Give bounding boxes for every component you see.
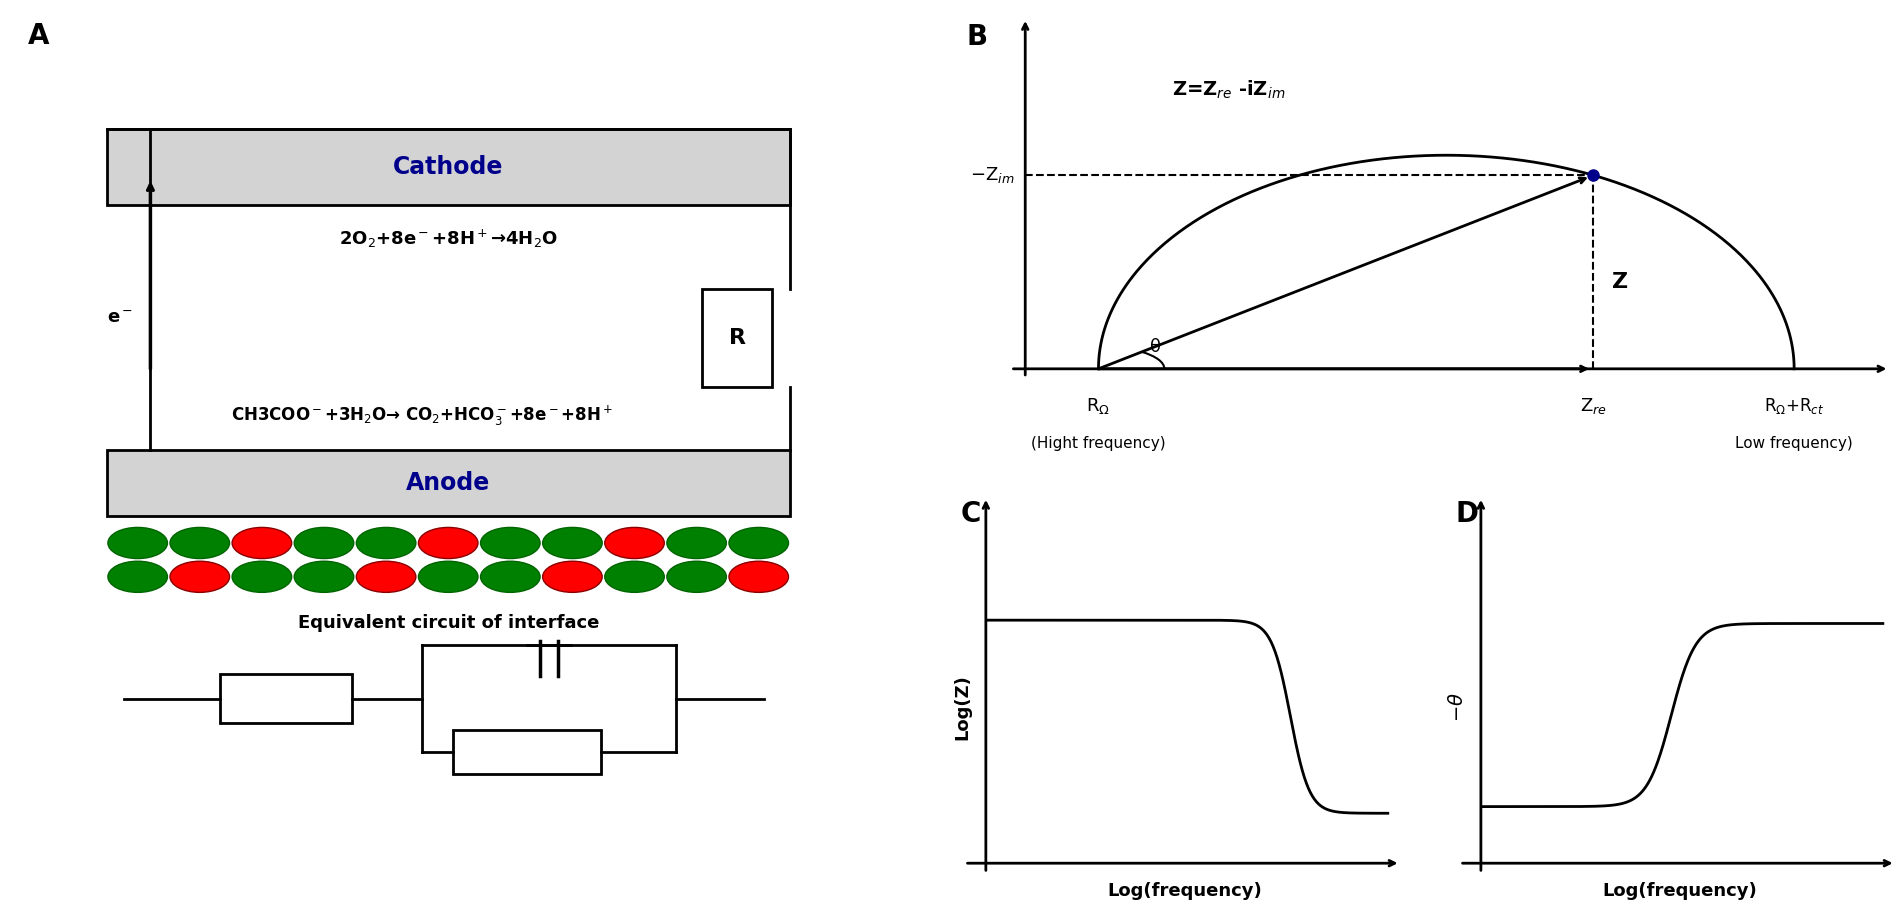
- Text: Low frequency): Low frequency): [1735, 436, 1853, 451]
- Text: R$_{Ω}$: R$_{Ω}$: [1087, 396, 1110, 416]
- Ellipse shape: [666, 528, 727, 558]
- Bar: [221, 675, 352, 723]
- Text: R$_{Ω}$+R$_{ct}$: R$_{Ω}$+R$_{ct}$: [1765, 396, 1824, 416]
- Ellipse shape: [232, 528, 291, 558]
- Ellipse shape: [543, 561, 602, 592]
- Bar: [107, 129, 790, 205]
- Ellipse shape: [169, 528, 230, 558]
- Ellipse shape: [109, 528, 168, 558]
- Bar: [107, 449, 790, 517]
- Text: C: C: [960, 500, 981, 528]
- Text: (Hight frequency): (Hight frequency): [1032, 436, 1165, 451]
- Text: Log(frequency): Log(frequency): [1108, 882, 1262, 900]
- Ellipse shape: [356, 528, 415, 558]
- Bar: [703, 290, 773, 387]
- Ellipse shape: [480, 561, 541, 592]
- Text: R: R: [729, 329, 746, 349]
- Text: Z=Z$_{re}$ -iZ$_{im}$: Z=Z$_{re}$ -iZ$_{im}$: [1171, 79, 1285, 101]
- Text: Z$_{re}$: Z$_{re}$: [1580, 396, 1607, 416]
- Text: Equivalent circuit of interface: Equivalent circuit of interface: [297, 614, 600, 632]
- Ellipse shape: [605, 561, 664, 592]
- Ellipse shape: [169, 561, 230, 592]
- Text: Cathode: Cathode: [392, 155, 503, 179]
- Ellipse shape: [419, 528, 478, 558]
- Text: Log(frequency): Log(frequency): [1603, 882, 1757, 900]
- Text: Log(Z): Log(Z): [954, 674, 971, 740]
- Ellipse shape: [295, 528, 354, 558]
- Text: A: A: [29, 23, 50, 51]
- Text: 2O$_2$+8e$^-$+8H$^+$→4H$_2$O: 2O$_2$+8e$^-$+8H$^+$→4H$_2$O: [339, 228, 558, 250]
- Ellipse shape: [109, 561, 168, 592]
- Ellipse shape: [356, 561, 415, 592]
- Text: e$^-$: e$^-$: [107, 310, 133, 327]
- Text: D: D: [1455, 500, 1479, 528]
- Ellipse shape: [419, 561, 478, 592]
- Text: $-θ$: $-θ$: [1449, 692, 1468, 722]
- Text: $-$Z$_{im}$: $-$Z$_{im}$: [969, 165, 1015, 185]
- Ellipse shape: [729, 561, 788, 592]
- Text: CH3COO$^-$+3H$_2$O→ CO$_2$+HCO$_3^-$+8e$^-$+8H$^+$: CH3COO$^-$+3H$_2$O→ CO$_2$+HCO$_3^-$+8e$…: [230, 403, 613, 428]
- Bar: [453, 730, 602, 775]
- Ellipse shape: [232, 561, 291, 592]
- Ellipse shape: [543, 528, 602, 558]
- Text: Anode: Anode: [406, 471, 491, 495]
- Ellipse shape: [729, 528, 788, 558]
- Text: Z: Z: [1611, 271, 1628, 291]
- Ellipse shape: [666, 561, 727, 592]
- Ellipse shape: [605, 528, 664, 558]
- Ellipse shape: [295, 561, 354, 592]
- Text: θ: θ: [1150, 339, 1161, 356]
- Text: B: B: [967, 23, 988, 51]
- Ellipse shape: [480, 528, 541, 558]
